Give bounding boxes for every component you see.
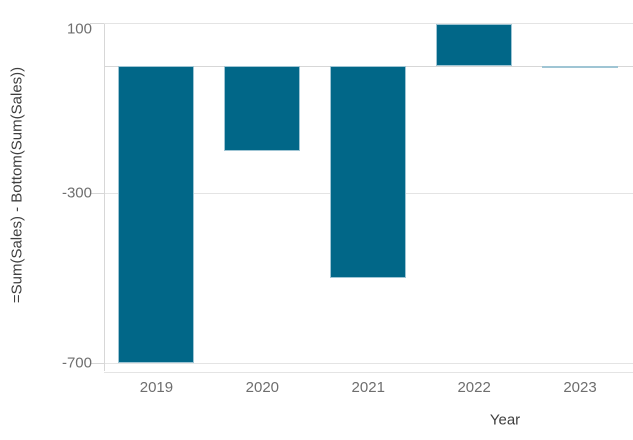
plot-bottom-border [103, 371, 633, 373]
y-axis-line [103, 23, 105, 372]
x-tick-label-2021: 2021 [351, 379, 385, 396]
y-tick-label: -300 [61, 184, 92, 202]
y-tick-label: -700 [61, 354, 92, 372]
x-tick-label-2020: 2020 [245, 379, 280, 396]
y-tick-mark [90, 192, 104, 194]
x-axis-title: Year [489, 411, 521, 429]
x-tick-label-2023: 2023 [563, 379, 597, 396]
y-tick-mark [90, 362, 104, 364]
y-gridline [103, 23, 633, 25]
y-tick-mark [90, 23, 104, 25]
bar-2019[interactable] [118, 66, 195, 363]
bar-2021[interactable] [330, 66, 407, 279]
bar-2020[interactable] [224, 66, 301, 151]
y-gridline [103, 362, 633, 364]
y-tick-label: 100 [66, 20, 92, 38]
x-tick-label-2022: 2022 [457, 379, 491, 396]
bar-2023[interactable] [542, 66, 619, 69]
x-tick-label-2019: 2019 [139, 379, 174, 396]
bar-2022[interactable] [436, 23, 513, 66]
